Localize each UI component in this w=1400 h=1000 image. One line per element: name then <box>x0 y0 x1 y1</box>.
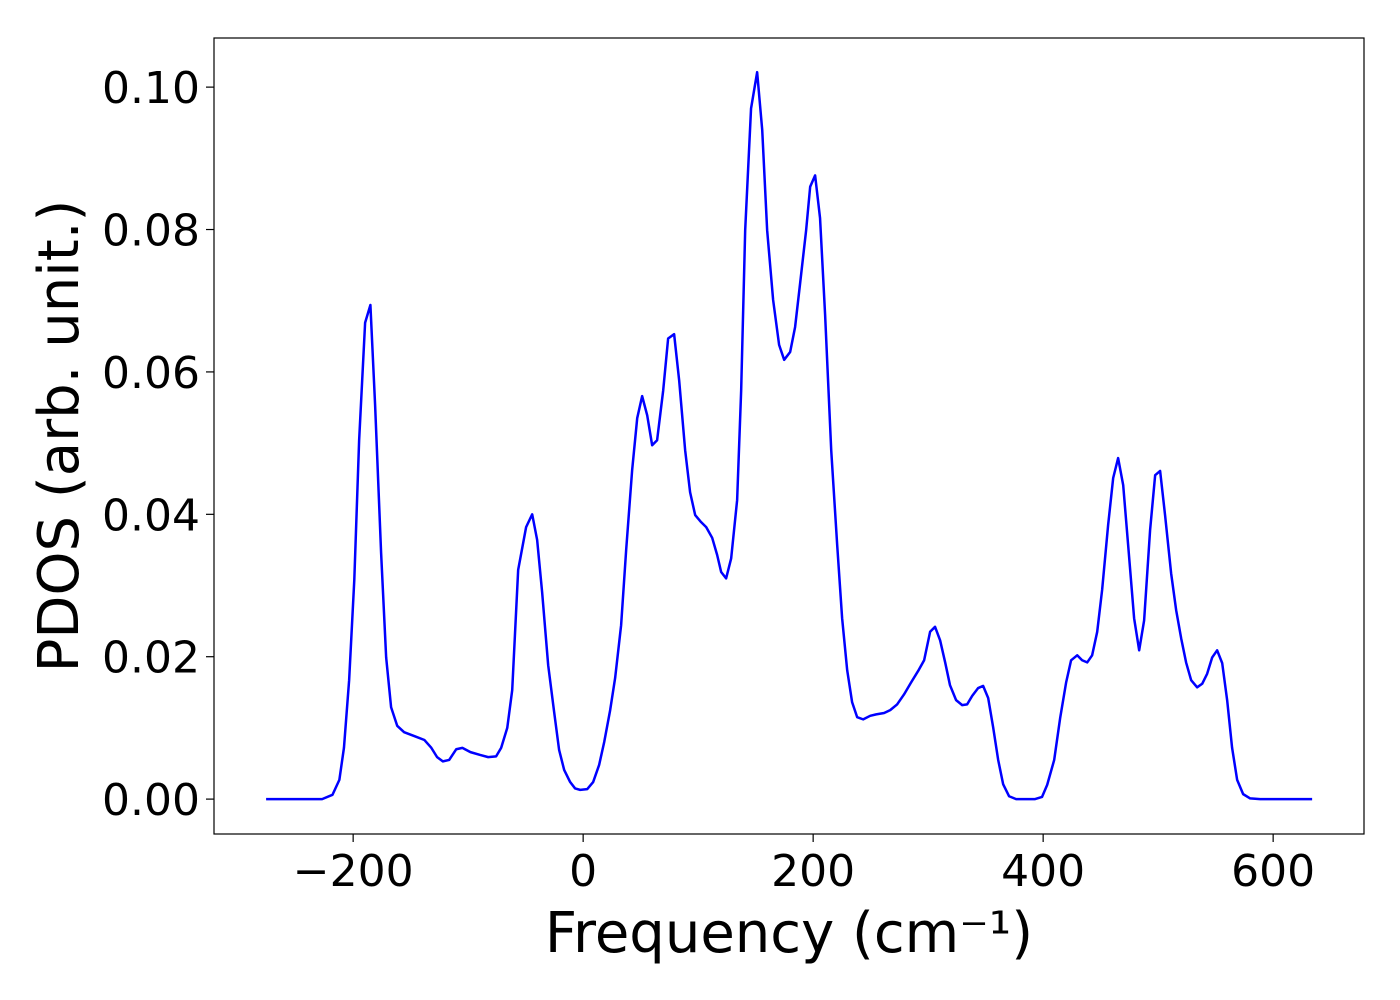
x-axis-label: Frequency (cm⁻¹) <box>545 901 1033 966</box>
y-tick-label: 0.04 <box>102 490 200 541</box>
x-tick-label: −200 <box>293 846 414 897</box>
y-tick-label: 0.08 <box>102 206 200 257</box>
x-tick-label: 0 <box>569 846 597 897</box>
x-tick-label: 200 <box>771 846 855 897</box>
x-tick-label: 400 <box>1001 846 1085 897</box>
y-tick-label: 0.10 <box>102 63 200 114</box>
y-tick-label: 0.00 <box>102 775 200 826</box>
y-tick-label: 0.06 <box>102 348 200 399</box>
y-tick-label: 0.02 <box>102 633 200 684</box>
data-line <box>266 70 1313 801</box>
x-tick-label: 600 <box>1231 846 1315 897</box>
plot-frame <box>213 37 1365 835</box>
y-axis-label: PDOS (arb. unit.) <box>27 200 92 673</box>
